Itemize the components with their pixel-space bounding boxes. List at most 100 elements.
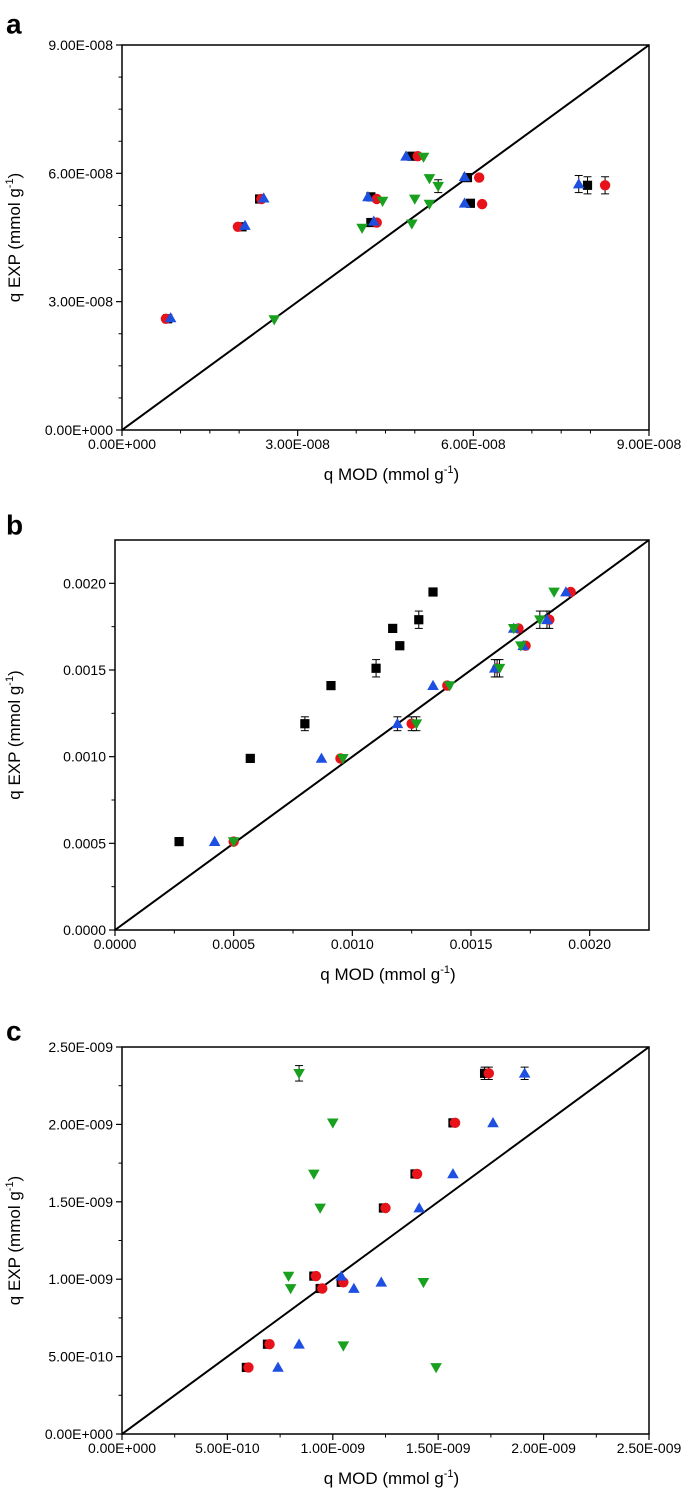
x-axis-label: q MOD (mmol g-1) [324,1468,459,1488]
data-point-triangle-down [417,1277,430,1289]
data-point-triangle-up [293,1338,305,1349]
x-tick-label: 0.0010 [331,936,374,952]
data-point-circle [411,1168,423,1180]
data-point-circle [449,1117,461,1129]
data-point-circle [476,198,488,210]
y-axis-label-base: q EXP (mmol g [5,686,24,800]
data-point-triangle-up [362,191,374,202]
x-tick-label: 0.0015 [450,936,493,952]
data-point-triangle-down [443,681,456,692]
data-point-triangle-down [284,1284,297,1295]
data-point-triangle-up [541,613,553,625]
y-axis-label: q EXP (mmol g-1) [4,173,24,302]
data-point-triangle-up [572,178,585,189]
y-axis-label-base: q EXP (mmol g [5,188,24,302]
data-point-square [465,198,476,208]
data-point-triangle-down [534,615,546,626]
data-point-triangle-down [430,1363,442,1374]
x-axis-label-close: ) [450,965,456,984]
data-point-triangle-down [327,1118,339,1129]
y-tick-label: 2.50E-009 [48,1039,113,1055]
x-axis-label-close: ) [454,465,460,484]
series-triangle-down [282,1065,442,1374]
y-tick-label: 0.0005 [63,835,106,851]
data-point-triangle-up [447,1168,459,1179]
plot-frame [114,539,650,931]
x-tick-label: 0.0020 [568,936,611,952]
data-point-triangle-down [282,1271,295,1282]
data-point-triangle-down [356,223,368,234]
x-tick-label: 1.00E-009 [300,1440,365,1456]
data-point-triangle-down [227,837,240,848]
data-point-triangle-down [548,587,560,598]
data-point-triangle-up [400,150,412,161]
data-point-square [388,623,398,633]
x-axis-label-sup: -1 [444,464,454,476]
x-axis-label-base: q MOD (mmol g [324,1469,444,1488]
chart-panel-b: b 0.0000 0.0005 0.0010 0.0015 0.0020 0.0000 0.0… [4,509,650,984]
y-tick-label: 0.00E+000 [45,422,113,438]
data-point-circle [483,1068,494,1079]
data-point-triangle-down [423,199,436,210]
data-point-triangle-up [458,197,471,208]
y-tick-label: 0.0010 [63,749,106,765]
series-triangle-up [164,150,585,323]
series-square [163,151,593,324]
data-point-circle [371,193,382,205]
x-tick-label: 5.00E-010 [195,1440,260,1456]
data-point-triangle-down [406,219,418,230]
y-axis-label-close: ) [5,670,24,676]
y-tick-label: 0.00E+000 [45,1426,113,1442]
data-point-square [174,837,184,847]
data-point-triangle-down [314,1203,326,1214]
y-axis-label-sup: -1 [4,1181,16,1191]
x-tick-label: 2.50E-009 [617,1440,682,1456]
y-tick-label: 0.0015 [63,662,106,678]
panel-label: a [6,8,22,39]
series-triangle-down [268,152,444,326]
y-tick-label: 3.00E-008 [48,294,113,310]
identity-line [121,44,650,431]
data-point-square [371,663,381,673]
panel-label: c [6,1015,22,1046]
data-point-triangle-up [208,835,221,846]
y-tick-label: 1.50E-009 [48,1194,113,1210]
data-point-triangle-up [164,312,177,323]
series-square [241,1066,490,1373]
chart-panel-a: a 0.00E+000 3.00E-008 6.00E-008 9.00E-008 0.0… [4,8,682,484]
data-point-triangle-up [458,170,471,182]
x-tick-label: 0.0000 [94,936,137,952]
x-tick-label: 0.00E+000 [88,436,156,452]
data-point-triangle-down [268,315,281,326]
data-point-square [300,719,310,729]
panel-label: b [6,509,23,540]
y-tick-label: 5.00E-010 [48,1349,113,1365]
data-point-triangle-down [337,1341,350,1352]
x-axis-label-sup: -1 [440,964,450,976]
identity-line [121,1046,650,1435]
data-point-triangle-down [432,181,444,192]
data-point-circle [317,1283,328,1294]
y-axis-label: q EXP (mmol g-1) [4,670,24,799]
data-point-triangle-up [272,1361,284,1372]
x-axis-label: q MOD (mmol g-1) [320,964,455,984]
series-triangle-up [208,586,572,846]
data-point-triangle-down [337,754,349,765]
y-tick-label: 0.0000 [63,922,106,938]
data-point-circle [310,1270,322,1282]
data-point-circle [599,180,611,191]
data-point-triangle-up [335,1270,348,1281]
data-point-circle [380,1202,391,1214]
data-point-triangle-down [423,174,436,185]
x-tick-label: 1.50E-009 [406,1440,471,1456]
data-point-triangle-up [413,1202,426,1213]
y-axis-label: q EXP (mmol g-1) [4,1176,24,1305]
data-point-triangle-up [348,1282,360,1293]
series-circle [243,1066,494,1373]
data-point-triangle-up [518,1067,531,1078]
data-point-square [428,587,438,597]
x-tick-label: 9.00E-008 [617,436,682,452]
y-axis-label-base: q EXP (mmol g [5,1191,24,1305]
y-axis-label-close: ) [5,1176,24,1182]
data-point-square [407,151,417,161]
